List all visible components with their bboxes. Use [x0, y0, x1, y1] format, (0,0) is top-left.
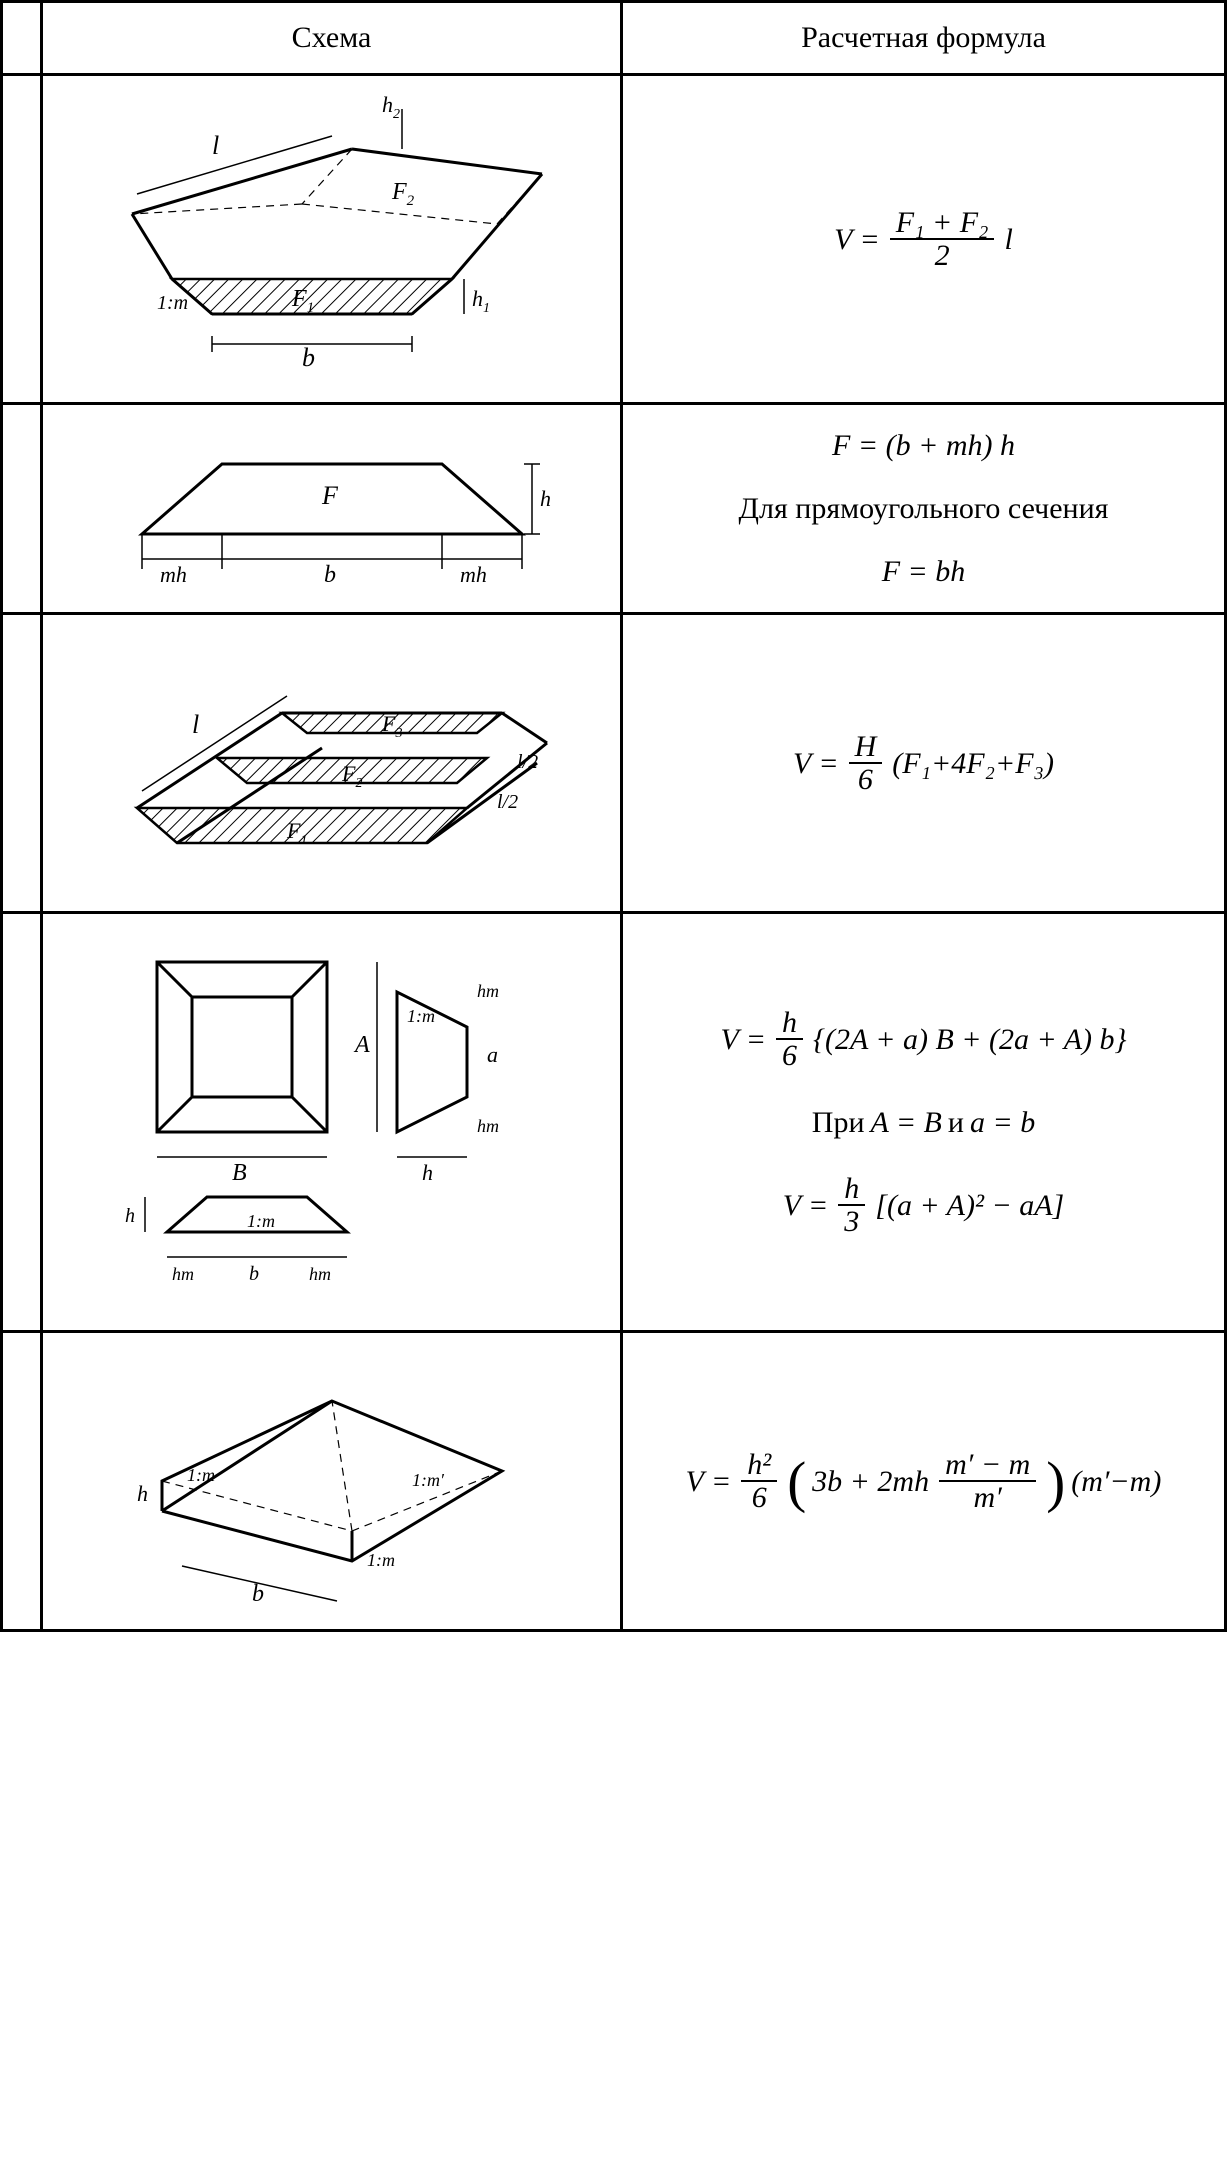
diagram-trapezoid: F b mh mh h [112, 424, 552, 594]
fraction: h 6 [776, 1007, 803, 1072]
note-text: и [948, 1100, 964, 1145]
table-row: b h 1:m 1:m 1:m′ V = h² 6 ( 3b + 2mh m′ … [2, 1332, 1226, 1631]
svg-text:b: b [302, 343, 315, 372]
formula-4-note: При A = B и a = b [812, 1100, 1035, 1145]
svg-text:h: h [540, 486, 551, 511]
svg-text:l/2: l/2 [497, 791, 518, 813]
svg-text:hm: hm [477, 1116, 499, 1136]
diagram-three-sections: l l/2 l/2 F1 F2 F3 [97, 633, 567, 893]
svg-text:a: a [487, 1042, 498, 1067]
schema-cell-2: F b mh mh h [42, 404, 622, 614]
formula-cell-2: F = (b + mh) h Для прямоугольного сечени… [622, 404, 1226, 614]
schema-cell-4: B A a hm hm 1:m h 1:m h hm b [42, 913, 622, 1332]
formula-4a: V = h 6 {(2A + a) B + (2a + A) b} [720, 1007, 1126, 1072]
svg-text:F2: F2 [391, 179, 415, 209]
row-index-cell [2, 913, 42, 1332]
header-blank [2, 2, 42, 75]
svg-text:h: h [422, 1160, 433, 1185]
row-index-cell [2, 1332, 42, 1631]
eq-tail: [(a + A)² − aA] [875, 1183, 1064, 1228]
schema-cell-3: l l/2 l/2 F1 F2 F3 [42, 614, 622, 913]
row-index-cell [2, 75, 42, 404]
svg-text:b: b [252, 1581, 264, 1607]
formula-table: Схема Расчетная формула [0, 0, 1227, 1632]
fraction: F₁ + F₂ 2 [890, 207, 995, 272]
svg-text:1:m: 1:m [247, 1211, 275, 1231]
formula-2b: F = bh [882, 549, 966, 594]
formula-5: V = h² 6 ( 3b + 2mh m′ − m m′ ) (m′−m) [686, 1449, 1162, 1514]
svg-text:B: B [232, 1160, 247, 1186]
svg-text:mh: mh [160, 562, 187, 587]
eq-tail: l [1004, 217, 1012, 262]
note-eq2: a = b [970, 1100, 1035, 1145]
svg-text:1:m′: 1:m′ [412, 1470, 445, 1490]
svg-text:1:m: 1:m [187, 1465, 215, 1485]
table-row: l l/2 l/2 F1 F2 F3 V = H 6 (F₁+4F₂+F₃) [2, 614, 1226, 913]
eq-mid: 3b + 2mh [812, 1459, 929, 1504]
svg-text:F: F [321, 481, 339, 510]
eq-lhs: V = [793, 741, 839, 786]
row-index-cell [2, 404, 42, 614]
formula-2a: F = (b + mh) h [832, 423, 1015, 468]
svg-text:hm: hm [309, 1264, 331, 1284]
svg-text:l/2: l/2 [517, 751, 538, 773]
svg-text:A: A [353, 1032, 370, 1058]
svg-text:1:m: 1:m [407, 1006, 435, 1026]
formula-2-note: Для прямоугольного сечения [739, 486, 1109, 531]
svg-text:hm: hm [172, 1264, 194, 1284]
table-row: F b mh mh h F = (b + mh) h [2, 404, 1226, 614]
svg-text:b: b [324, 562, 336, 588]
svg-text:1:m: 1:m [157, 292, 188, 314]
svg-text:h1: h1 [472, 286, 490, 316]
eq-tail: (m′−m) [1071, 1459, 1161, 1504]
header-schema: Схема [42, 2, 622, 75]
svg-text:b: b [249, 1263, 259, 1285]
formula-cell-5: V = h² 6 ( 3b + 2mh m′ − m m′ ) (m′−m) [622, 1332, 1226, 1631]
diagram-prismatoid: b l h1 h2 F1 F2 1:m [102, 94, 562, 384]
svg-text:l: l [212, 131, 219, 160]
svg-text:h: h [137, 1481, 148, 1506]
svg-text:h2: h2 [382, 94, 400, 122]
formula-1: V = F₁ + F₂ 2 l [834, 207, 1013, 272]
note-text: При [812, 1100, 865, 1145]
schema-cell-1: b l h1 h2 F1 F2 1:m [42, 75, 622, 404]
fraction: m′ − m m′ [939, 1449, 1036, 1514]
header-formula: Расчетная формула [622, 2, 1226, 75]
svg-text:l: l [192, 710, 199, 739]
eq-lhs: V = [686, 1459, 732, 1504]
eq-tail: (F₁+4F₂+F₃) [892, 741, 1054, 786]
schema-cell-5: b h 1:m 1:m 1:m′ [42, 1332, 622, 1631]
eq-lhs: V = [834, 217, 880, 262]
diagram-wedge: b h 1:m 1:m 1:m′ [102, 1351, 562, 1611]
table-row: b l h1 h2 F1 F2 1:m V = F₁ + [2, 75, 1226, 404]
fraction: H 6 [849, 731, 883, 796]
formula-cell-1: V = F₁ + F₂ 2 l [622, 75, 1226, 404]
note-eq1: A = B [871, 1100, 942, 1145]
svg-text:mh: mh [460, 562, 487, 587]
formula-cell-3: V = H 6 (F₁+4F₂+F₃) [622, 614, 1226, 913]
table-row: B A a hm hm 1:m h 1:m h hm b [2, 913, 1226, 1332]
svg-text:hm: hm [477, 981, 499, 1001]
table-header-row: Схема Расчетная формула [2, 2, 1226, 75]
eq-lhs: V = [720, 1017, 766, 1062]
formula-4b: V = h 3 [(a + A)² − aA] [783, 1173, 1064, 1238]
formula-cell-4: V = h 6 {(2A + a) B + (2a + A) b} При A … [622, 913, 1226, 1332]
formula-3: V = H 6 (F₁+4F₂+F₃) [793, 731, 1054, 796]
eq-lhs: V = [783, 1183, 829, 1228]
svg-text:h: h [125, 1205, 135, 1227]
fraction: h² 6 [741, 1449, 777, 1514]
row-index-cell [2, 614, 42, 913]
diagram-frustum-pit: B A a hm hm 1:m h 1:m h hm b [97, 932, 567, 1312]
svg-text:1:m: 1:m [367, 1550, 395, 1570]
eq-tail: {(2A + a) B + (2a + A) b} [813, 1017, 1127, 1062]
fraction: h 3 [838, 1173, 865, 1238]
